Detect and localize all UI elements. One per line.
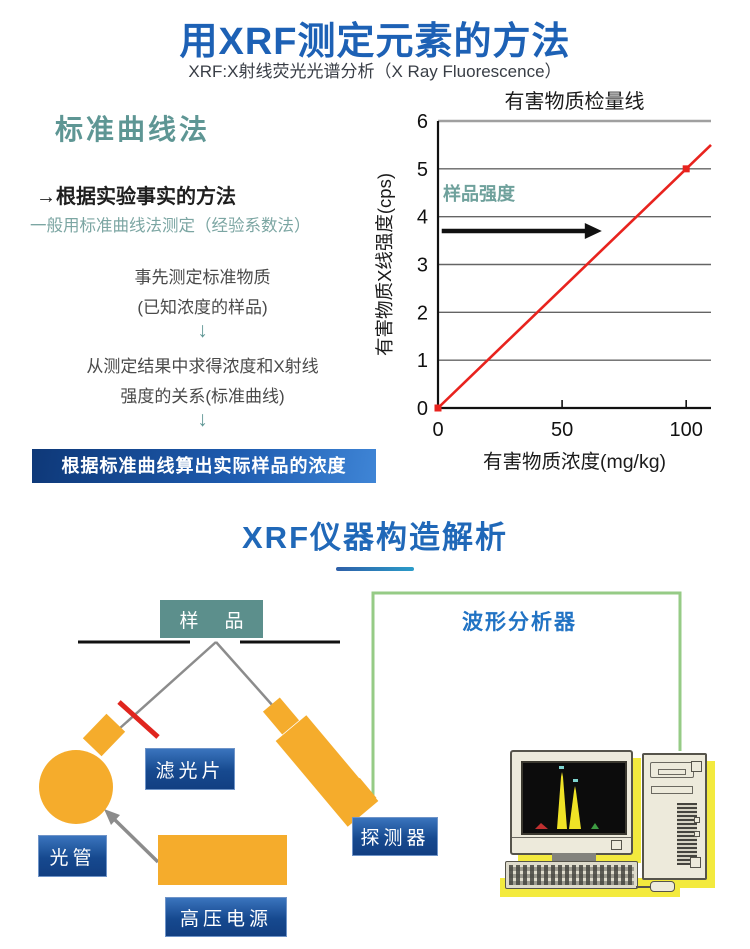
keyboard [505,861,638,889]
down-arrow-icon: ↓ [197,319,208,342]
chart-y-tick-label: 6 [417,111,428,133]
result-banner: 根据标准曲线算出实际样品的浓度 [32,449,376,483]
monitor-stand [552,853,596,861]
data-point-marker [434,404,442,412]
peak-annotation-mark [559,766,564,769]
xray-tube-shape [39,750,113,824]
spectrum-peak-secondary [569,786,581,829]
diagram-lines-svg [39,591,682,885]
analyzer-label-text: 波形分析器 [462,611,577,634]
tube-label-text: 光管 [49,846,96,869]
peak-annotation-mark [573,779,578,782]
method-intro-bold: →根据实验事实的方法 [36,186,236,208]
detector-label: 探测器 [352,817,438,856]
filter-label-text: 滤光片 [155,759,225,782]
step1-line2: (已知浓度的样品) [137,298,268,317]
chart-y-tick-label: 0 [417,398,428,420]
chart-y-tick-label: 2 [417,302,428,324]
tower-power-button [690,857,701,868]
section2-title-underline [336,567,414,571]
detector-body-shape [275,715,379,827]
detector-label-text: 探测器 [360,827,430,849]
down-arrow-icon: ↓ [197,408,208,431]
filter-label: 滤光片 [145,748,235,790]
floppy-drive-1 [650,762,694,778]
section2-title: XRF仪器构造解析 [242,520,508,555]
spectrum-peak-green [591,823,599,829]
instrument-diagram: 样 品 波形分析器 滤光片 光管 探测器 高压电源 [0,585,750,949]
chart-x-tick-label: 0 [432,419,443,441]
xray-beam-line [109,641,217,738]
power-arrowhead-icon [104,809,120,825]
page-subtitle: XRF:X射线荧光光谱分析（X Ray Fluorescence） [188,62,562,81]
power-label: 高压电源 [165,897,287,937]
sample-label-text: 样 品 [179,609,254,632]
fluorescence-beam-line [215,641,274,707]
spectrum-peak-red [535,823,548,829]
calibration-chart: 0 1 2 3 4 5 6 0 50 100 样品强度 有害物质检量线 有害物质浓度(mg/kg) 有害物… [374,88,750,490]
filter-mark [117,700,160,739]
analyzer-label: 波形分析器 [462,606,577,636]
chart-y-tick-label: 3 [417,255,428,277]
step2-line2: 强度的关系(标准曲线) [120,387,285,406]
sample-label: 样 品 [160,600,263,638]
data-point-marker [682,165,690,173]
chart-x-axis-label: 有害物质浓度(mg/kg) [483,451,666,473]
monitor-power-button [611,840,622,850]
tower-button [691,761,702,772]
mouse [650,881,675,892]
sample-intensity-label: 样品强度 [443,183,516,204]
sample-intensity-arrowhead-icon [584,223,602,240]
tower-led [694,817,700,823]
chart-x-tick-label: 50 [551,419,573,441]
step1-line1: 事先测定标准物质 [134,268,271,287]
page-title: 用XRF测定元素的方法 [179,21,571,63]
method-intro-note: 一般用标准曲线法测定（经验系数法） [30,217,311,235]
power-label-text: 高压电源 [179,907,272,930]
chart-x-tick-label: 100 [669,419,702,441]
power-supply-shape [158,835,287,885]
monitor-control-strip [512,837,631,853]
floppy-slot [658,769,686,775]
monitor-screen [521,761,627,835]
tube-label: 光管 [38,835,107,877]
spectrum-peak-main [557,772,567,829]
spectrum-display [535,766,599,829]
signal-wire [371,591,682,800]
chart-y-tick-label: 1 [417,350,428,372]
tube-neck-shape [82,713,126,757]
tower-vent [677,803,697,865]
detector-nose-shape [262,697,300,735]
mouse-cable [636,886,651,888]
method-heading: 标准曲线法 [55,114,211,145]
computer-tower [642,753,707,880]
tower-led [694,831,700,837]
chart-y-tick-label: 5 [417,159,428,181]
monitor [510,750,633,855]
calibration-line [437,143,712,409]
floppy-drive-2 [651,786,693,794]
keyboard-keys [509,865,634,885]
chart-y-axis-label: 有害物质X线强度(cps) [375,173,395,356]
step2-line1: 从测定结果中求得浓度和X射线 [86,357,319,376]
chart-y-tick-label: 4 [417,207,428,229]
chart-title: 有害物质检量线 [505,90,645,113]
power-arrow-line [111,816,160,864]
